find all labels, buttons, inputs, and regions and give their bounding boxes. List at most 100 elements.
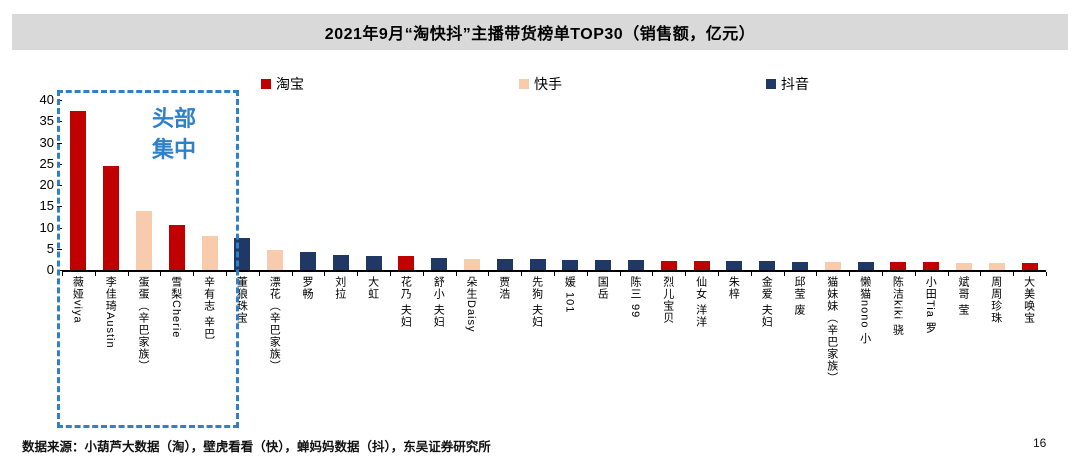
bar-25 <box>857 261 874 270</box>
y-axis-label: 5 <box>46 240 54 256</box>
x-axis-category-label: 金爱 夫妇 <box>760 276 773 329</box>
y-axis-label: 35 <box>39 113 54 129</box>
x-axis-category-label: 小田Tia 罗 <box>924 276 937 334</box>
y-axis-label: 30 <box>39 134 54 150</box>
x-axis-category-label: 懒猫nono 小 <box>858 276 871 345</box>
head-concentration-annotation: 头部 集中 <box>118 104 230 166</box>
x-axis-tick <box>783 272 785 276</box>
bar-8 <box>300 252 316 271</box>
x-axis-category-label: 国岳 <box>596 276 609 300</box>
bar-28 <box>956 262 972 270</box>
taobao-legend-swatch-icon <box>261 79 271 89</box>
x-axis-category-label: 邱莹 废 <box>793 276 805 317</box>
bar-3 <box>136 211 152 270</box>
annotation-line-1: 头部 <box>151 106 196 131</box>
x-axis-category-label: 薇娅viya <box>71 276 84 324</box>
bar-14 <box>496 259 513 270</box>
x-axis-category-label: 大美唤宝 <box>1022 276 1035 324</box>
legend-item-douyin: 抖音 <box>766 74 809 94</box>
bar-16 <box>562 259 579 270</box>
x-axis-tick <box>127 272 129 276</box>
x-axis-category-label: 舒小 夫妇 <box>432 276 445 329</box>
y-axis-label: 20 <box>39 177 54 192</box>
bar-10 <box>365 256 382 270</box>
x-axis-category-label: 刘拉 <box>333 276 346 300</box>
x-axis-tick <box>1013 272 1015 276</box>
x-axis-category-label: 大虹 <box>366 276 379 300</box>
legend-label-douyin: 抖音 <box>781 76 809 92</box>
bar-23 <box>792 261 808 270</box>
x-axis-category-label: 周周珍珠 <box>989 276 1002 324</box>
bar-27 <box>923 262 940 271</box>
y-axis-label: 10 <box>39 219 54 235</box>
x-axis-tick <box>521 272 523 276</box>
douyin-legend-swatch-icon <box>766 79 776 89</box>
bar-13 <box>464 258 480 270</box>
x-axis-tick <box>554 272 555 276</box>
x-axis-tick <box>357 272 359 276</box>
head-concentration-callout-box <box>57 90 239 428</box>
x-axis-category-label: 罗畅 <box>301 276 313 300</box>
x-axis-category-label: 蛋蛋（辛巴家族） <box>137 276 149 372</box>
x-axis-tick <box>586 272 588 276</box>
x-axis-tick <box>390 272 391 276</box>
x-axis-category-label: 李佳琦Austin <box>104 276 117 349</box>
x-axis-tick <box>226 272 227 276</box>
chart-title: 2021年9月“淘快抖”主播带货榜单TOP30（销售额，亿元） <box>324 26 756 43</box>
x-axis-category-label: 仙女 洋洋 <box>694 276 707 329</box>
x-axis-category-label: 花乃 夫妇 <box>399 276 412 329</box>
x-axis-category-label: 贾浩 <box>497 276 510 300</box>
x-axis-category-label: 猫妹妹（辛巴家族） <box>825 276 838 384</box>
bar-19 <box>660 260 677 270</box>
x-axis-tick <box>816 272 818 276</box>
x-axis-category-label: 朱梓 <box>727 276 740 300</box>
bar-30 <box>1021 263 1038 270</box>
bar-12 <box>431 258 448 270</box>
data-source-note: 数据来源：小葫芦大数据（淘），壁虎看看（快），蝉妈妈数据（抖），东吴证券研究所 <box>22 440 491 454</box>
bar-7 <box>267 250 284 270</box>
x-axis-category-label: 朵生Daisy <box>465 276 477 333</box>
x-axis-category-label: 陈三 99 <box>629 276 641 319</box>
x-axis-tick <box>652 272 654 276</box>
x-axis-tick <box>882 272 883 276</box>
x-axis-tick <box>685 272 687 276</box>
bar-1 <box>70 110 87 270</box>
x-axis-category-label: 先狗 夫妇 <box>530 276 543 329</box>
bar-2 <box>103 165 120 270</box>
x-axis-category-label: 辛有志 辛巴 <box>202 276 215 341</box>
x-axis-tick <box>619 272 621 276</box>
kuaishou-legend-swatch-icon <box>519 79 529 89</box>
x-axis-line <box>62 270 1046 272</box>
x-axis-tick <box>718 272 719 276</box>
x-axis-tick <box>94 272 96 276</box>
bar-11 <box>398 256 415 270</box>
bar-4 <box>168 225 185 270</box>
bar-20 <box>693 260 710 270</box>
y-axis-label: 25 <box>39 155 54 171</box>
x-axis-category-label: 雪梨Cherie <box>169 276 182 339</box>
x-axis-tick <box>455 272 457 276</box>
bar-24 <box>824 261 841 270</box>
x-axis-tick <box>422 272 424 276</box>
page-number: 16 <box>1033 436 1047 450</box>
legend-label-kuaishou: 快手 <box>534 76 562 92</box>
x-axis-category-label: 斌哥 莹 <box>957 276 969 317</box>
x-axis-tick <box>62 272 63 276</box>
x-axis-tick <box>947 272 949 276</box>
x-axis-tick <box>160 272 162 276</box>
bar-5 <box>201 236 218 270</box>
x-axis-tick <box>914 272 916 276</box>
chart-title-bar: 2021年9月“淘快抖”主播带货榜单TOP30（销售额，亿元） <box>12 14 1068 50</box>
x-axis-category-label: 媛 101 <box>563 276 576 314</box>
x-axis-tick <box>849 272 851 276</box>
x-axis-tick <box>193 272 195 276</box>
x-axis-category-label: 烈儿宝贝 <box>661 276 674 324</box>
x-axis-category-label: 陈洁kiki 骁 <box>891 276 904 336</box>
bar-26 <box>890 261 907 270</box>
bar-9 <box>332 255 349 270</box>
legend-item-taobao: 淘宝 <box>261 74 304 94</box>
x-axis-tick <box>1046 272 1047 276</box>
legend-label-taobao: 淘宝 <box>276 76 304 92</box>
bar-21 <box>726 261 743 270</box>
